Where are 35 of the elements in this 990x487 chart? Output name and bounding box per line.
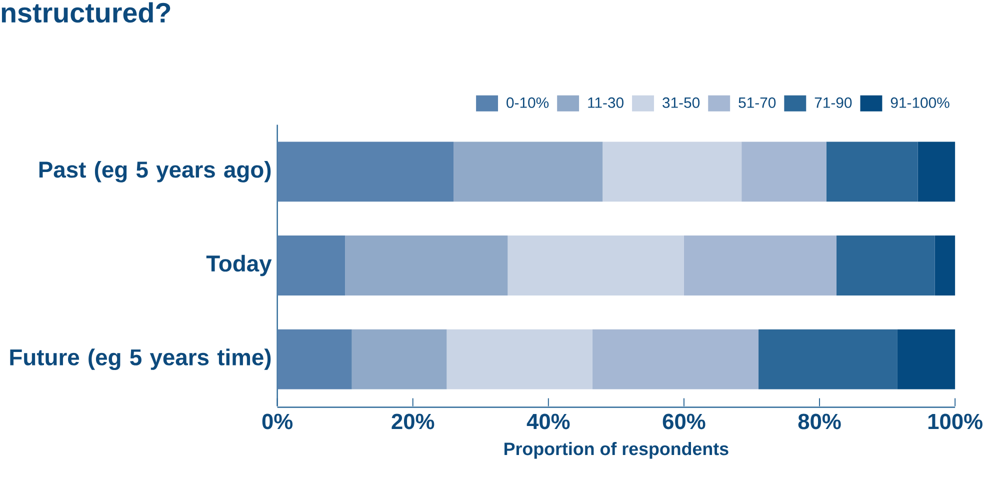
x-axis-title: Proportion of respondents [504, 442, 728, 459]
y-tick-label: Today [206, 254, 272, 276]
x-tick-label: 0% [262, 414, 293, 430]
bar [277, 142, 454, 202]
legend-label: 0-10% [506, 97, 549, 108]
x-tick-label: 80% [798, 414, 841, 430]
bar [454, 142, 603, 202]
y-tick-label: Future (eg 5 years time) [10, 348, 271, 370]
bar [684, 236, 836, 296]
bar [918, 142, 956, 202]
bar [592, 329, 759, 390]
legend-label: 51-70 [738, 97, 776, 108]
legend-label: 11-30 [588, 97, 624, 108]
bar [277, 329, 352, 390]
bar [758, 329, 898, 390]
bar [836, 236, 935, 296]
bar [277, 236, 346, 296]
bar [742, 142, 826, 202]
bar [345, 236, 508, 296]
x-tick-label: 20% [392, 414, 434, 430]
bar [897, 329, 956, 390]
bar [602, 142, 742, 202]
x-tick-label: 40% [526, 414, 570, 430]
bar [826, 142, 918, 202]
bar [934, 236, 956, 296]
chart-title: nstructured? [2, 2, 170, 23]
bar [352, 329, 447, 390]
legend-label: 31-50 [662, 97, 700, 108]
y-tick-label: Past (eg 5 years ago) [39, 160, 271, 182]
x-tick-label: 60% [662, 414, 706, 430]
legend-label: 91-100% [890, 97, 950, 108]
bar [508, 236, 684, 296]
legend-label: 71-90 [814, 97, 852, 108]
x-tick-label: 100% [928, 414, 982, 430]
bar [446, 329, 592, 390]
